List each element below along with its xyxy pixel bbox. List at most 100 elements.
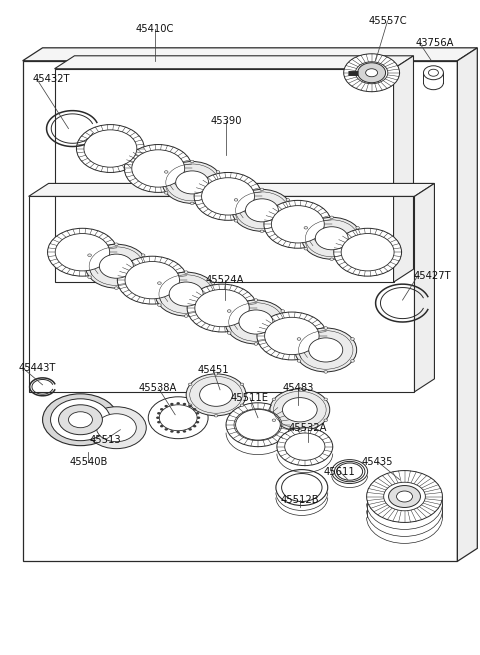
Ellipse shape: [245, 199, 278, 222]
Polygon shape: [23, 48, 477, 61]
Ellipse shape: [234, 198, 238, 201]
Text: 45540B: 45540B: [69, 457, 108, 466]
Ellipse shape: [264, 317, 319, 354]
Ellipse shape: [165, 171, 168, 173]
Text: 45511E: 45511E: [231, 393, 269, 403]
Ellipse shape: [156, 417, 159, 419]
Polygon shape: [55, 56, 413, 69]
Ellipse shape: [264, 200, 332, 248]
Ellipse shape: [214, 415, 218, 417]
Ellipse shape: [177, 402, 180, 405]
Ellipse shape: [315, 227, 348, 250]
Text: 45538A: 45538A: [139, 383, 178, 393]
Ellipse shape: [188, 383, 192, 386]
Ellipse shape: [159, 405, 197, 431]
Ellipse shape: [270, 389, 330, 431]
Ellipse shape: [281, 331, 285, 334]
Ellipse shape: [157, 282, 161, 284]
Ellipse shape: [86, 407, 146, 449]
Ellipse shape: [85, 244, 147, 288]
Ellipse shape: [297, 360, 301, 362]
Ellipse shape: [115, 243, 118, 246]
Text: 45451: 45451: [197, 365, 229, 375]
Ellipse shape: [324, 419, 327, 421]
Ellipse shape: [195, 290, 249, 327]
Ellipse shape: [232, 189, 292, 231]
Ellipse shape: [240, 404, 244, 407]
Ellipse shape: [429, 69, 438, 76]
Ellipse shape: [298, 430, 301, 432]
Ellipse shape: [286, 219, 289, 222]
Ellipse shape: [309, 338, 343, 362]
Ellipse shape: [214, 373, 218, 375]
Ellipse shape: [141, 276, 145, 278]
Ellipse shape: [366, 69, 378, 77]
Ellipse shape: [324, 371, 328, 373]
Polygon shape: [394, 56, 413, 282]
Ellipse shape: [240, 383, 244, 386]
Ellipse shape: [302, 217, 361, 259]
Text: 45557C: 45557C: [368, 16, 407, 26]
Ellipse shape: [281, 310, 285, 312]
Ellipse shape: [141, 254, 145, 257]
Ellipse shape: [186, 374, 246, 416]
Ellipse shape: [177, 431, 180, 434]
Ellipse shape: [277, 428, 333, 466]
Ellipse shape: [170, 403, 174, 405]
Ellipse shape: [184, 314, 188, 318]
Ellipse shape: [304, 227, 308, 229]
Ellipse shape: [155, 272, 217, 316]
Ellipse shape: [297, 337, 301, 341]
Ellipse shape: [188, 405, 192, 407]
Ellipse shape: [191, 202, 194, 204]
Ellipse shape: [165, 405, 168, 407]
Ellipse shape: [260, 188, 264, 191]
Ellipse shape: [260, 230, 264, 233]
Ellipse shape: [191, 160, 194, 162]
Ellipse shape: [160, 408, 164, 411]
Ellipse shape: [197, 417, 200, 419]
Ellipse shape: [162, 162, 222, 203]
Ellipse shape: [193, 425, 196, 428]
Ellipse shape: [228, 310, 231, 312]
Ellipse shape: [254, 299, 258, 301]
Ellipse shape: [125, 261, 180, 299]
Ellipse shape: [423, 66, 444, 80]
Text: 45483: 45483: [282, 383, 313, 393]
Ellipse shape: [239, 310, 273, 334]
Ellipse shape: [356, 227, 360, 229]
Ellipse shape: [334, 229, 402, 276]
Polygon shape: [457, 48, 477, 561]
Ellipse shape: [48, 229, 117, 276]
Ellipse shape: [55, 234, 109, 271]
Ellipse shape: [188, 404, 192, 407]
Ellipse shape: [367, 470, 443, 523]
Ellipse shape: [88, 254, 92, 257]
Text: 45512B: 45512B: [280, 495, 319, 504]
Ellipse shape: [188, 428, 192, 430]
Ellipse shape: [117, 256, 187, 304]
Ellipse shape: [183, 403, 186, 405]
Ellipse shape: [384, 482, 425, 511]
Ellipse shape: [183, 430, 186, 433]
Ellipse shape: [196, 421, 199, 423]
Ellipse shape: [132, 150, 185, 187]
Ellipse shape: [84, 130, 137, 167]
Polygon shape: [29, 183, 434, 196]
Ellipse shape: [254, 343, 258, 345]
Ellipse shape: [160, 425, 164, 428]
Ellipse shape: [169, 282, 203, 306]
Ellipse shape: [344, 54, 399, 92]
Ellipse shape: [99, 254, 133, 278]
Ellipse shape: [216, 192, 220, 194]
Ellipse shape: [330, 258, 334, 261]
Ellipse shape: [257, 312, 327, 360]
Ellipse shape: [324, 327, 328, 329]
Text: 45410C: 45410C: [136, 24, 174, 34]
Ellipse shape: [193, 408, 196, 411]
Text: 45532A: 45532A: [288, 422, 327, 433]
Ellipse shape: [200, 383, 232, 406]
Ellipse shape: [234, 219, 238, 222]
Ellipse shape: [96, 414, 136, 441]
Ellipse shape: [76, 124, 144, 172]
